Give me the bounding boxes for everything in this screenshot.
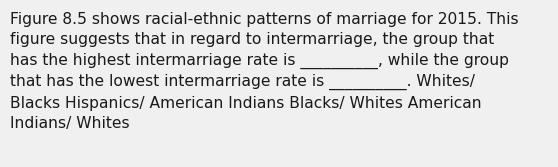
Text: Figure 8.5 shows racial-ethnic patterns of marriage for 2015. This
figure sugges: Figure 8.5 shows racial-ethnic patterns … [10,12,519,131]
